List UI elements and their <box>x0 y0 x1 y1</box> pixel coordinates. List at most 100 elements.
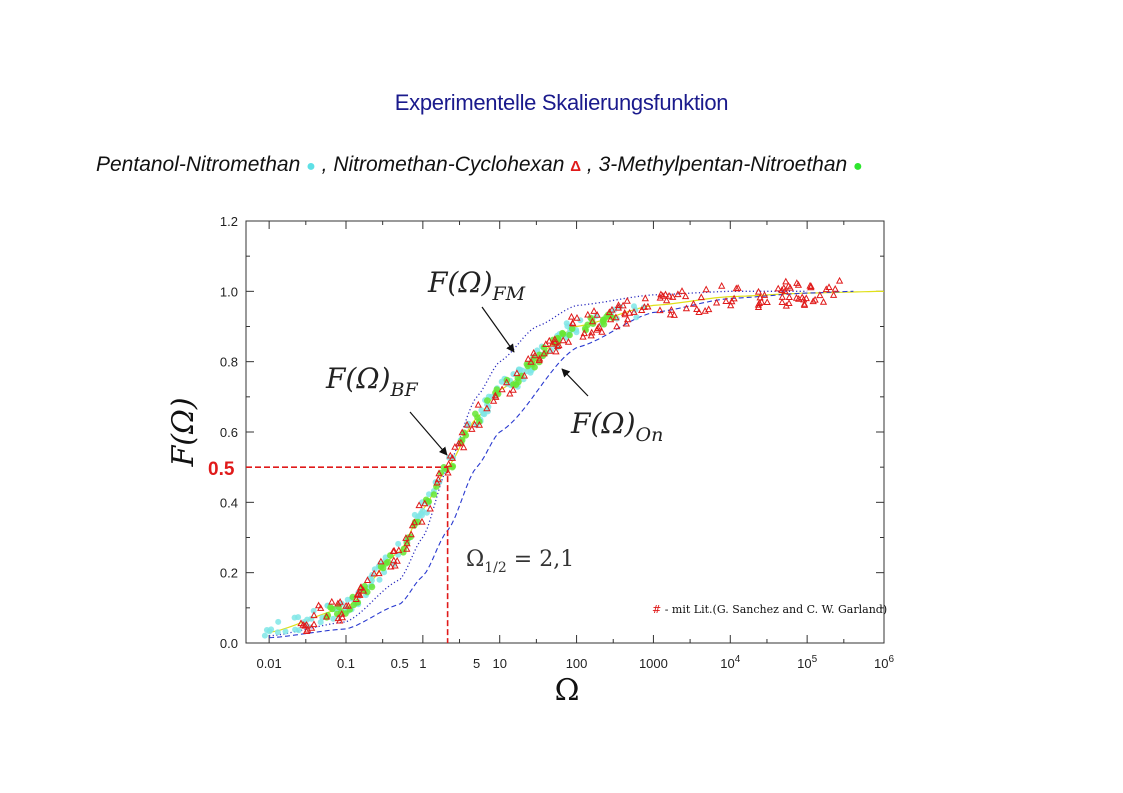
point-pentanol <box>282 628 289 635</box>
point-pentanol <box>274 629 281 636</box>
y-tick-label: 0.4 <box>220 495 238 510</box>
point-nitromethan <box>807 282 815 290</box>
point-nitromethan <box>638 306 646 313</box>
point-methylpentan <box>384 558 392 566</box>
point-nitromethan <box>763 298 771 305</box>
legend-label-nitromethan: Nitromethan-Cyclohexan <box>333 153 565 176</box>
point-nitromethan <box>661 290 670 298</box>
point-nitromethan <box>334 599 342 607</box>
x-tick-label: 100 <box>566 656 588 671</box>
y-tick-label: 1.0 <box>220 284 238 299</box>
point-nitromethan <box>593 311 601 318</box>
point-nitromethan <box>338 613 347 621</box>
point-nitromethan <box>569 319 577 327</box>
point-nitromethan <box>825 283 833 290</box>
point-methylpentan <box>536 351 543 359</box>
point-nitromethan <box>483 404 491 412</box>
x-axis-title: Ω <box>555 673 580 708</box>
point-nitromethan <box>389 547 397 554</box>
series-legend: Pentanol-Nitromethan ● , Nitromethan-Cyc… <box>96 153 863 177</box>
point-nitromethan <box>722 297 730 304</box>
point-nitromethan <box>702 285 710 293</box>
point-nitromethan <box>780 284 788 291</box>
point-nitromethan <box>595 322 603 330</box>
point-nitromethan <box>363 576 372 583</box>
point-nitromethan <box>410 518 419 526</box>
point-nitromethan <box>712 298 721 306</box>
point-nitromethan <box>730 294 738 302</box>
point-nitromethan <box>433 478 441 486</box>
chart-title: Experimentelle Skalierungsfunktion <box>394 90 729 115</box>
x-tick-label: 0.1 <box>337 656 355 671</box>
point-pentanol <box>414 514 421 521</box>
point-nitromethan <box>800 300 809 307</box>
point-nitromethan <box>551 335 559 343</box>
point-nitromethan <box>656 293 664 301</box>
point-nitromethan <box>666 310 675 318</box>
point-nitromethan <box>377 557 385 565</box>
point-nitromethan <box>588 317 597 325</box>
point-nitromethan <box>375 569 383 577</box>
point-methylpentan <box>368 583 376 591</box>
point-nitromethan <box>755 299 764 306</box>
point-nitromethan <box>502 378 511 386</box>
point-pentanol <box>295 614 302 621</box>
point-nitromethan <box>567 312 576 320</box>
point-nitromethan <box>625 308 634 316</box>
point-nitromethan <box>695 308 703 315</box>
point-nitromethan <box>619 301 627 309</box>
point-pentanol <box>317 619 324 626</box>
point-nitromethan <box>402 534 410 541</box>
point-nitromethan <box>555 341 563 349</box>
point-nitromethan <box>535 356 543 364</box>
point-nitromethan <box>489 397 498 404</box>
annotation-arrows <box>409 306 589 456</box>
point-nitromethan <box>697 293 705 301</box>
point-nitromethan <box>302 620 311 628</box>
omega-half-label: Ω1/2 = 2,1 <box>466 547 574 576</box>
omega-half-main: Ω <box>466 547 484 572</box>
point-methylpentan <box>581 325 589 332</box>
point-nitromethan <box>718 281 726 289</box>
point-nitromethan <box>774 284 782 292</box>
point-nitromethan <box>622 319 631 327</box>
point-nitromethan <box>356 591 364 598</box>
x-tick-label: 10 <box>492 656 506 671</box>
x-tick-label: 1000 <box>639 656 668 671</box>
point-nitromethan <box>798 293 806 301</box>
point-nitromethan <box>630 308 638 315</box>
point-nitromethan <box>623 315 632 323</box>
legend-marker-triangle-red: Δ <box>570 158 582 175</box>
x-tick-exponent: 5 <box>812 654 818 665</box>
point-nitromethan <box>811 295 819 303</box>
point-nitromethan <box>451 443 459 450</box>
point-methylpentan <box>599 316 607 324</box>
point-nitromethan <box>657 290 665 298</box>
point-nitromethan <box>426 504 434 512</box>
point-pentanol <box>330 615 337 622</box>
legend-label-methylpentan: 3-Methylpentan-Nitroethan <box>598 153 848 176</box>
point-nitromethan <box>554 342 562 349</box>
point-pentanol <box>631 303 637 310</box>
point-nitromethan <box>352 595 360 602</box>
point-nitromethan <box>785 299 793 306</box>
annotation-fm-sub: FM <box>492 283 526 305</box>
point-nitromethan <box>444 468 452 476</box>
point-nitromethan <box>806 281 814 289</box>
point-nitromethan <box>782 277 790 285</box>
point-nitromethan <box>418 517 426 525</box>
point-nitromethan <box>342 601 350 609</box>
point-nitromethan <box>734 284 742 291</box>
point-nitromethan <box>307 623 316 631</box>
point-nitromethan <box>322 612 331 620</box>
point-methylpentan <box>484 397 491 404</box>
point-nitromethan <box>659 291 667 299</box>
point-methylpentan <box>559 330 567 338</box>
point-nitromethan <box>802 294 810 302</box>
point-nitromethan <box>454 439 463 447</box>
point-methylpentan <box>350 601 358 609</box>
legend-sep: , <box>315 153 334 176</box>
point-nitromethan <box>727 301 735 309</box>
y-tick-label: 0.2 <box>220 566 238 581</box>
